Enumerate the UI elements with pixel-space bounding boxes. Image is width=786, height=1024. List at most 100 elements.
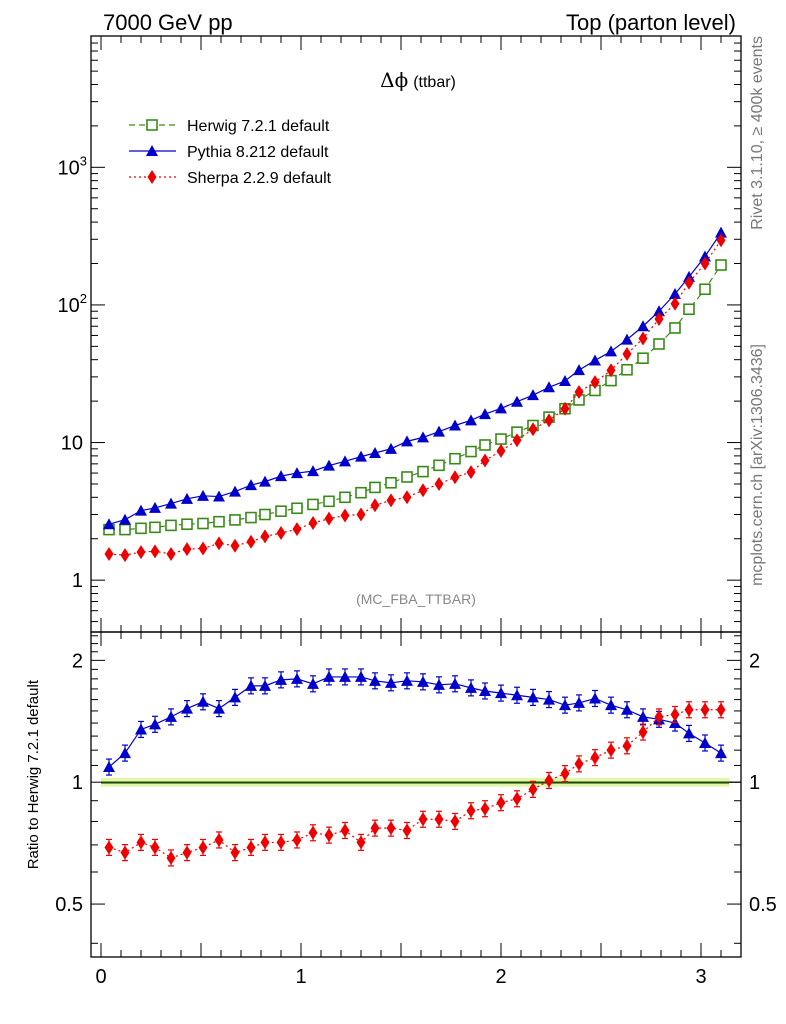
herwig-point xyxy=(135,522,147,535)
legend: Herwig 7.2.1 default Pythia 8.212 default… xyxy=(129,118,332,187)
sherpa-point xyxy=(198,541,208,556)
herwig-point xyxy=(197,517,209,530)
pythia-point xyxy=(229,485,241,497)
pythia-line xyxy=(108,232,722,525)
sherpa-point xyxy=(684,275,694,290)
sherpa-ratio-point xyxy=(150,840,160,855)
pythia-ratio-point xyxy=(573,696,585,708)
sherpa-point xyxy=(402,490,412,505)
pythia-point xyxy=(181,492,193,504)
analysis-tag: (MC_FBA_TTBAR) xyxy=(356,591,476,607)
herwig-point xyxy=(449,452,461,465)
rivet-label: Rivet 3.1.10, ≥ 400k events xyxy=(749,36,766,230)
sherpa-point xyxy=(622,346,632,361)
y-tick-label-right: 0.5 xyxy=(749,894,777,916)
sherpa-point xyxy=(528,422,538,437)
pythia-point xyxy=(355,450,367,462)
sherpa-ratio-point xyxy=(260,835,270,850)
x-tick-label: 2 xyxy=(495,966,506,988)
sherpa-point xyxy=(260,529,270,544)
sherpa-point xyxy=(544,413,554,428)
pythia-ratio-point xyxy=(465,681,477,693)
sherpa-point xyxy=(654,312,664,327)
sherpa-point xyxy=(434,476,444,491)
ratio-panel: 0 1 2 3 0.5 0.5 1 1 2 2 xyxy=(55,631,777,988)
sherpa-legend-marker xyxy=(147,170,157,184)
sherpa-point xyxy=(292,522,302,537)
sherpa-ratio-point xyxy=(654,709,664,724)
pythia-ratio-point xyxy=(559,699,571,711)
sherpa-ratio-point xyxy=(450,814,460,829)
pythia-point xyxy=(401,435,413,447)
pythia-point xyxy=(465,414,477,426)
pythia-ratio-point xyxy=(275,673,287,685)
sherpa-point xyxy=(230,538,240,553)
sherpa-point xyxy=(150,544,160,559)
x-tick-label: 0 xyxy=(95,966,106,988)
pythia-legend-marker xyxy=(146,145,158,156)
pythia-ratio-point xyxy=(135,723,147,735)
sherpa-ratio-point xyxy=(136,835,146,850)
pythia-point xyxy=(103,518,115,530)
sherpa-ratio-point xyxy=(418,812,428,827)
sherpa-ratio-point xyxy=(292,832,302,847)
sherpa-ratio-point xyxy=(496,795,506,810)
herwig-series xyxy=(103,259,727,536)
pythia-point xyxy=(653,305,665,317)
mcplots-label: mcplots.cern.ch [arXiv:1306.3436] xyxy=(749,344,766,586)
pythia-ratio-point xyxy=(621,703,633,715)
pythia-ratio-point xyxy=(259,679,271,691)
sherpa-ratio-point xyxy=(590,750,600,765)
herwig-point xyxy=(669,322,681,334)
herwig-point xyxy=(369,481,381,494)
sherpa-point xyxy=(182,542,192,557)
herwig-point xyxy=(181,518,193,531)
sherpa-point xyxy=(480,453,490,468)
main-panel: 1 10 102 103 xyxy=(58,35,742,633)
herwig-point xyxy=(291,502,303,515)
sherpa-ratio-line xyxy=(108,709,721,859)
herwig-point xyxy=(149,521,161,534)
pythia-point xyxy=(149,501,161,513)
sherpa-ratio-point xyxy=(276,835,286,850)
pythia-ratio-point xyxy=(637,710,649,722)
ratio-ylabel: Ratio to Herwig 7.2.1 default xyxy=(25,679,42,869)
pythia-ratio-point xyxy=(229,691,241,703)
sherpa-point xyxy=(418,483,428,498)
pythia-point xyxy=(495,402,507,414)
pythia-series xyxy=(103,226,727,530)
pythia-point xyxy=(605,345,617,357)
sherpa-ratio-point xyxy=(340,823,350,838)
pythia-point xyxy=(385,442,397,454)
sherpa-point xyxy=(120,548,130,563)
pythia-point xyxy=(543,381,555,393)
pythia-point xyxy=(669,288,681,300)
pythia-ratio-point xyxy=(213,702,225,714)
pythia-point xyxy=(307,465,319,477)
x-tick-label: 1 xyxy=(295,966,306,988)
sherpa-ratio-point xyxy=(638,725,648,740)
plot-title: Δϕ (ttbar) xyxy=(380,68,456,92)
pythia-ratio-point xyxy=(181,702,193,714)
herwig-legend-label: Herwig 7.2.1 default xyxy=(187,118,330,135)
pythia-ratio-point xyxy=(715,747,727,759)
sherpa-ratio-point xyxy=(716,702,726,717)
pythia-point xyxy=(339,455,351,467)
sherpa-point xyxy=(324,511,334,526)
herwig-point xyxy=(401,471,413,483)
pythia-point xyxy=(291,467,303,479)
pythia-ratio-point xyxy=(165,710,177,722)
pythia-ratio-point xyxy=(369,674,381,686)
sherpa-ratio-point xyxy=(670,707,680,722)
pythia-ratio-point xyxy=(699,736,711,748)
pythia-point xyxy=(479,408,491,420)
y-tick-label-right: 1 xyxy=(749,772,760,794)
pythia-ratio-point xyxy=(307,677,319,689)
herwig-legend-marker xyxy=(146,119,158,131)
herwig-point xyxy=(165,519,177,532)
sherpa-point xyxy=(276,526,286,541)
pythia-ratio-point xyxy=(355,670,367,682)
sherpa-ratio-point xyxy=(166,850,176,865)
sherpa-point xyxy=(700,256,710,271)
sherpa-point xyxy=(638,331,648,346)
